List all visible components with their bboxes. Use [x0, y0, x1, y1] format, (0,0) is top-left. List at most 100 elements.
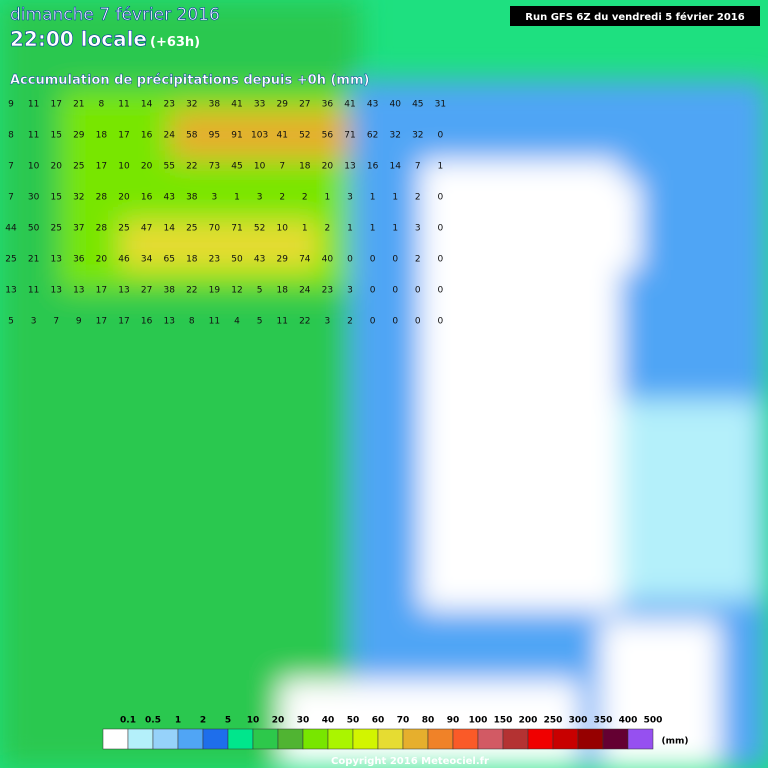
grid-value: 16: [141, 131, 153, 141]
grid-value: 3: [31, 317, 37, 327]
grid-value: 71: [344, 131, 355, 141]
grid-value: 7: [8, 162, 14, 172]
legend-label: 150: [494, 716, 513, 726]
legend-swatch: [502, 728, 529, 750]
grid-value: 45: [412, 100, 423, 110]
grid-value: 13: [163, 317, 174, 327]
legend-swatch: [127, 728, 154, 750]
grid-value: 40: [322, 255, 334, 265]
grid-value: 50: [28, 224, 40, 234]
legend-label: 60: [372, 716, 385, 726]
grid-value: 3: [325, 317, 331, 327]
legend: 0.1 0.5 1 2 5 10 20 30 40 50 60 70 80 90 100 150 200 250 3…: [102, 716, 689, 750]
grid-value: 11: [28, 100, 39, 110]
grid-value: 40: [389, 100, 401, 110]
grid-value: 10: [254, 162, 266, 172]
legend-label: 90: [447, 716, 460, 726]
grid-value: 73: [209, 162, 220, 172]
grid-value: 62: [367, 131, 378, 141]
grid-value: 3: [257, 193, 263, 203]
grid-value: 43: [254, 255, 265, 265]
grid-value: 1: [234, 193, 240, 203]
legend-label: 300: [569, 716, 588, 726]
grid-value: 2: [302, 193, 308, 203]
legend-swatch: [552, 728, 579, 750]
grid-value: 27: [141, 286, 152, 296]
grid-value: 22: [186, 162, 197, 172]
grid-value: 0: [438, 255, 444, 265]
grid-value: 8: [8, 131, 14, 141]
grid-value: 1: [370, 224, 376, 234]
grid-value: 32: [389, 131, 400, 141]
grid-value: 0: [415, 286, 421, 296]
grid-value: 25: [73, 162, 84, 172]
grid-value: 19: [209, 286, 221, 296]
grid-value: 43: [163, 193, 174, 203]
legend-swatch: [477, 728, 504, 750]
date-title: dimanche 7 février 2016: [10, 5, 220, 25]
grid-value: 21: [73, 100, 84, 110]
grid-value: 8: [99, 100, 105, 110]
legend-swatch: [177, 728, 204, 750]
grid-value: 2: [347, 317, 353, 327]
grid-value: 20: [50, 162, 62, 172]
grid-value: 17: [96, 317, 107, 327]
grid-value: 10: [28, 162, 40, 172]
legend-label: 20: [272, 716, 285, 726]
grid-value: 32: [186, 100, 197, 110]
grid-value: 13: [50, 286, 61, 296]
grid-value: 30: [28, 193, 40, 203]
grid-value: 2: [325, 224, 331, 234]
legend-label: 5: [225, 716, 231, 726]
grid-value: 5: [257, 286, 263, 296]
legend-swatch: [602, 728, 629, 750]
grid-value: 52: [299, 131, 310, 141]
grid-value: 65: [163, 255, 174, 265]
grid-value: 0: [392, 286, 398, 296]
grid-value: 22: [299, 317, 310, 327]
grid-value: 28: [96, 224, 108, 234]
legend-label: 500: [644, 716, 663, 726]
legend-swatch: [277, 728, 304, 750]
grid-value: 31: [435, 100, 446, 110]
grid-value: 13: [73, 286, 84, 296]
grid-value: 41: [231, 100, 242, 110]
grid-value: 33: [254, 100, 265, 110]
grid-value: 0: [347, 255, 353, 265]
grid-value: 43: [367, 100, 378, 110]
grid-value: 13: [50, 255, 61, 265]
grid-value: 20: [322, 162, 334, 172]
grid-value: 20: [141, 162, 153, 172]
grid-value: 24: [163, 131, 175, 141]
grid-value: 20: [96, 255, 108, 265]
legend-label: 30: [297, 716, 310, 726]
legend-label: 0.5: [145, 716, 161, 726]
grid-value: 0: [438, 193, 444, 203]
legend-swatch: [202, 728, 229, 750]
grid-value: 2: [415, 255, 421, 265]
grid-value: 1: [438, 162, 444, 172]
legend-unit: (mm): [662, 737, 689, 747]
grid-value: 32: [412, 131, 423, 141]
grid-value: 18: [276, 286, 288, 296]
grid-value: 16: [141, 317, 153, 327]
grid-value: 29: [276, 100, 288, 110]
legend-swatch: [427, 728, 454, 750]
run-box: [510, 6, 760, 26]
grid-value: 38: [186, 193, 198, 203]
legend-label: 40: [322, 716, 335, 726]
grid-value: 1: [302, 224, 308, 234]
grid-value: 74: [299, 255, 311, 265]
grid-value: 25: [5, 255, 16, 265]
grid-value: 0: [370, 286, 376, 296]
grid-value: 37: [73, 224, 84, 234]
run-info: Run GFS 6Z du vendredi 5 février 2016: [525, 11, 744, 23]
copyright: Copyright 2016 Meteociel.fr: [331, 756, 489, 767]
grid-value: 7: [8, 193, 14, 203]
legend-swatch: [527, 728, 554, 750]
grid-value: 2: [415, 193, 421, 203]
grid-value: 14: [163, 224, 175, 234]
grid-value: 0: [415, 317, 421, 327]
